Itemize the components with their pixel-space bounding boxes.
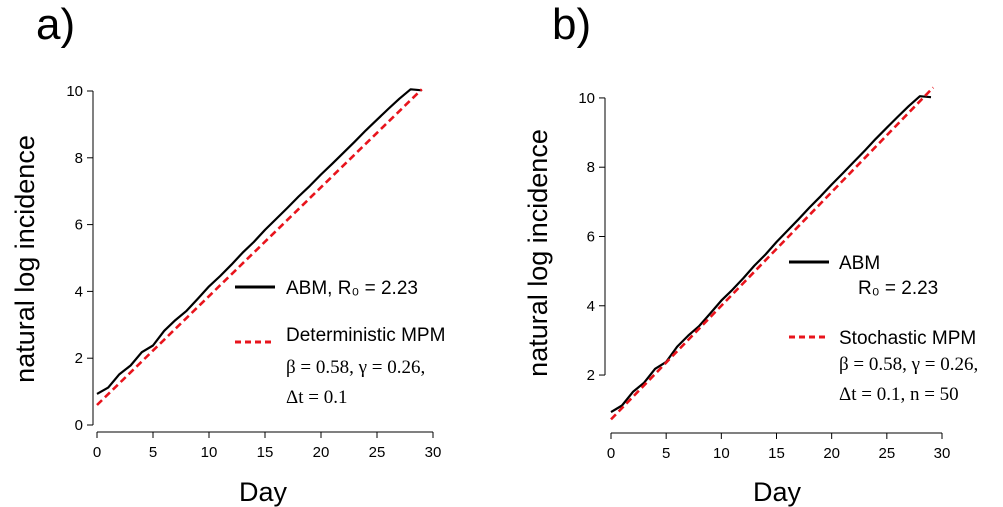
y-tick-label: 4: [75, 283, 83, 300]
y-tick-label: 0: [75, 417, 83, 434]
y-tick-label: 6: [587, 228, 595, 245]
series-line-mpm: [96, 88, 423, 406]
x-tick-label: 15: [768, 445, 785, 462]
y-tick-label: 4: [587, 298, 595, 315]
y-tick-label: 2: [587, 367, 595, 384]
panel-a-label: a): [36, 0, 75, 49]
y-tick-label: 8: [587, 159, 595, 176]
x-tick-label: 5: [662, 445, 670, 462]
panel-b-series: [610, 86, 935, 421]
y-tick-label: 2: [75, 350, 83, 367]
legend-label-mpm: Deterministic MPM: [286, 325, 445, 346]
x-tick-label: 0: [607, 445, 615, 462]
legend-params-line-1: β = 0.58, γ = 0.26,: [839, 354, 978, 375]
x-tick-label: 20: [313, 444, 330, 461]
panel-a-y-axis-title: natural log incidence: [10, 135, 40, 383]
panel-a-axes: 0 2 4 6 8 10 0 5 10 15 20 25 30: [66, 83, 441, 461]
panel-a-series: [96, 88, 423, 406]
y-tick-label: 10: [66, 83, 83, 100]
y-tick-label: 10: [578, 90, 595, 107]
legend-params-line-2: Δt = 0.1, n = 50: [839, 384, 959, 405]
series-line-mpm: [610, 86, 935, 421]
legend-params-line-1: β = 0.58, γ = 0.26,: [286, 357, 425, 378]
panel-b-axes: 2 4 6 8 10 0 5 10 15 20 25 30: [578, 90, 950, 462]
y-tick-label: 6: [75, 217, 83, 234]
panel-b: b) 2 4 6 8 10 0 5 10 15 20 25 30 Day natural log in…: [523, 0, 978, 507]
legend-label-abm-line-2: R₀ = 2.23: [858, 278, 938, 299]
x-tick-label: 30: [425, 444, 442, 461]
panel-b-label: b): [552, 0, 591, 49]
x-tick-label: 25: [369, 444, 386, 461]
series-line-abm: [96, 88, 422, 395]
x-tick-label: 15: [257, 444, 274, 461]
legend-label-abm: ABM, R₀ = 2.23: [286, 278, 418, 299]
x-tick-label: 30: [934, 445, 951, 462]
legend-label-abm: ABM: [839, 253, 880, 274]
x-tick-label: 25: [878, 445, 895, 462]
legend-label-mpm: Stochastic MPM: [839, 328, 976, 349]
panel-a-x-axis-title: Day: [239, 477, 288, 507]
x-tick-label: 10: [201, 444, 218, 461]
panel-a: a) 0 2 4 6 8 10 0 5 10 15 20 25 30 Day natural log i…: [10, 0, 445, 507]
panel-a-legend: ABM, R₀ = 2.23 Deterministic MPM β = 0.5…: [235, 278, 445, 408]
panel-b-y-axis-title: natural log incidence: [523, 129, 553, 377]
x-tick-label: 0: [93, 444, 101, 461]
x-tick-label: 10: [713, 445, 730, 462]
x-tick-label: 20: [823, 445, 840, 462]
x-tick-label: 5: [149, 444, 157, 461]
panel-b-legend: ABM R₀ = 2.23 Stochastic MPM β = 0.58, γ…: [789, 253, 978, 405]
panel-b-x-axis-title: Day: [753, 477, 802, 507]
y-tick-label: 8: [75, 150, 83, 167]
legend-params-line-2: Δt = 0.1: [286, 387, 347, 408]
